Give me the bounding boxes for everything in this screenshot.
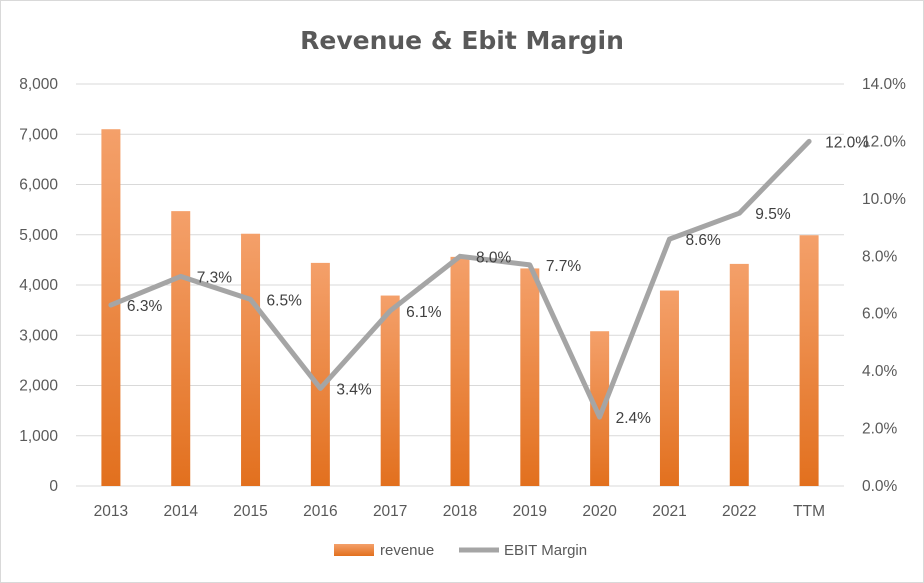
legend: revenue EBIT Margin <box>334 542 587 559</box>
revenue-bar <box>659 290 679 486</box>
ebit-data-label: 8.6% <box>685 232 721 249</box>
ebit-data-label: 6.5% <box>267 292 303 309</box>
x-tick-label: TTM <box>793 503 825 520</box>
revenue-bars <box>101 129 819 486</box>
left-tick-label: 2,000 <box>19 378 58 395</box>
right-tick-label: 8.0% <box>862 248 898 265</box>
data-labels: 6.3% 7.3% 6.5% 3.4% 6.1% 8.0% 7.7% 2.4% 8.6% 9.5%… <box>127 134 869 427</box>
ebit-margin-line <box>108 138 812 420</box>
chart-title: Revenue & Ebit Margin <box>300 26 624 55</box>
x-tick-label: 2016 <box>303 503 337 520</box>
x-tick-label: 2021 <box>652 503 686 520</box>
left-tick-label: 4,000 <box>19 277 58 294</box>
x-tick-label: 2022 <box>722 503 756 520</box>
left-tick-label: 6,000 <box>19 177 58 194</box>
revenue-bar <box>729 263 749 486</box>
right-tick-label: 4.0% <box>862 363 898 380</box>
right-tick-label: 2.0% <box>862 421 898 438</box>
left-tick-label: 8,000 <box>19 76 58 93</box>
left-tick-label: 0 <box>49 478 58 495</box>
left-tick-label: 3,000 <box>19 327 58 344</box>
revenue-bar <box>101 129 121 486</box>
x-tick-label: 2015 <box>233 503 267 520</box>
x-tick-label: 2019 <box>513 503 547 520</box>
ebit-data-label: 12.0% <box>825 134 869 151</box>
ebit-data-label: 9.5% <box>755 206 791 223</box>
revenue-bar <box>310 262 330 486</box>
legend-ebit-label: EBIT Margin <box>504 542 587 559</box>
ebit-data-label: 7.3% <box>197 269 233 286</box>
revenue-bar <box>241 233 261 486</box>
right-tick-label: 14.0% <box>862 76 906 93</box>
left-y-axis: 0 1,000 2,000 3,000 4,000 5,000 6,000 7,000 8,00… <box>19 76 58 495</box>
right-tick-label: 6.0% <box>862 306 898 323</box>
x-tick-label: 2014 <box>163 503 198 520</box>
right-tick-label: 10.0% <box>862 191 906 208</box>
ebit-data-label: 6.3% <box>127 298 163 315</box>
ebit-data-label: 6.1% <box>406 304 442 321</box>
revenue-bar <box>380 295 400 486</box>
ebit-data-label: 7.7% <box>546 258 582 275</box>
right-y-axis: 0.0% 2.0% 4.0% 6.0% 8.0% 10.0% 12.0% 14.0% <box>862 76 906 495</box>
right-tick-label: 12.0% <box>862 133 906 150</box>
x-tick-label: 2013 <box>94 503 128 520</box>
right-tick-label: 0.0% <box>862 478 898 495</box>
x-tick-label: 2018 <box>443 503 477 520</box>
revenue-bar <box>799 235 819 486</box>
left-tick-label: 1,000 <box>19 428 58 445</box>
ebit-data-label: 8.0% <box>476 249 512 266</box>
x-axis: 2013 2014 2015 2016 2017 2018 2019 2020 2021 2022… <box>94 503 825 520</box>
ebit-data-label: 3.4% <box>336 381 372 398</box>
revenue-bar <box>171 211 191 486</box>
legend-revenue-label: revenue <box>380 542 434 559</box>
ebit-data-label: 2.4% <box>616 410 652 427</box>
left-tick-label: 7,000 <box>19 126 58 143</box>
revenue-bar <box>450 256 470 486</box>
revenue-bar <box>520 268 540 486</box>
x-tick-label: 2020 <box>582 503 617 520</box>
left-tick-label: 5,000 <box>19 227 58 244</box>
revenue-bar <box>590 331 610 486</box>
ebit-margin-line-group <box>108 138 812 420</box>
x-tick-label: 2017 <box>373 503 407 520</box>
legend-revenue-swatch <box>334 544 374 556</box>
